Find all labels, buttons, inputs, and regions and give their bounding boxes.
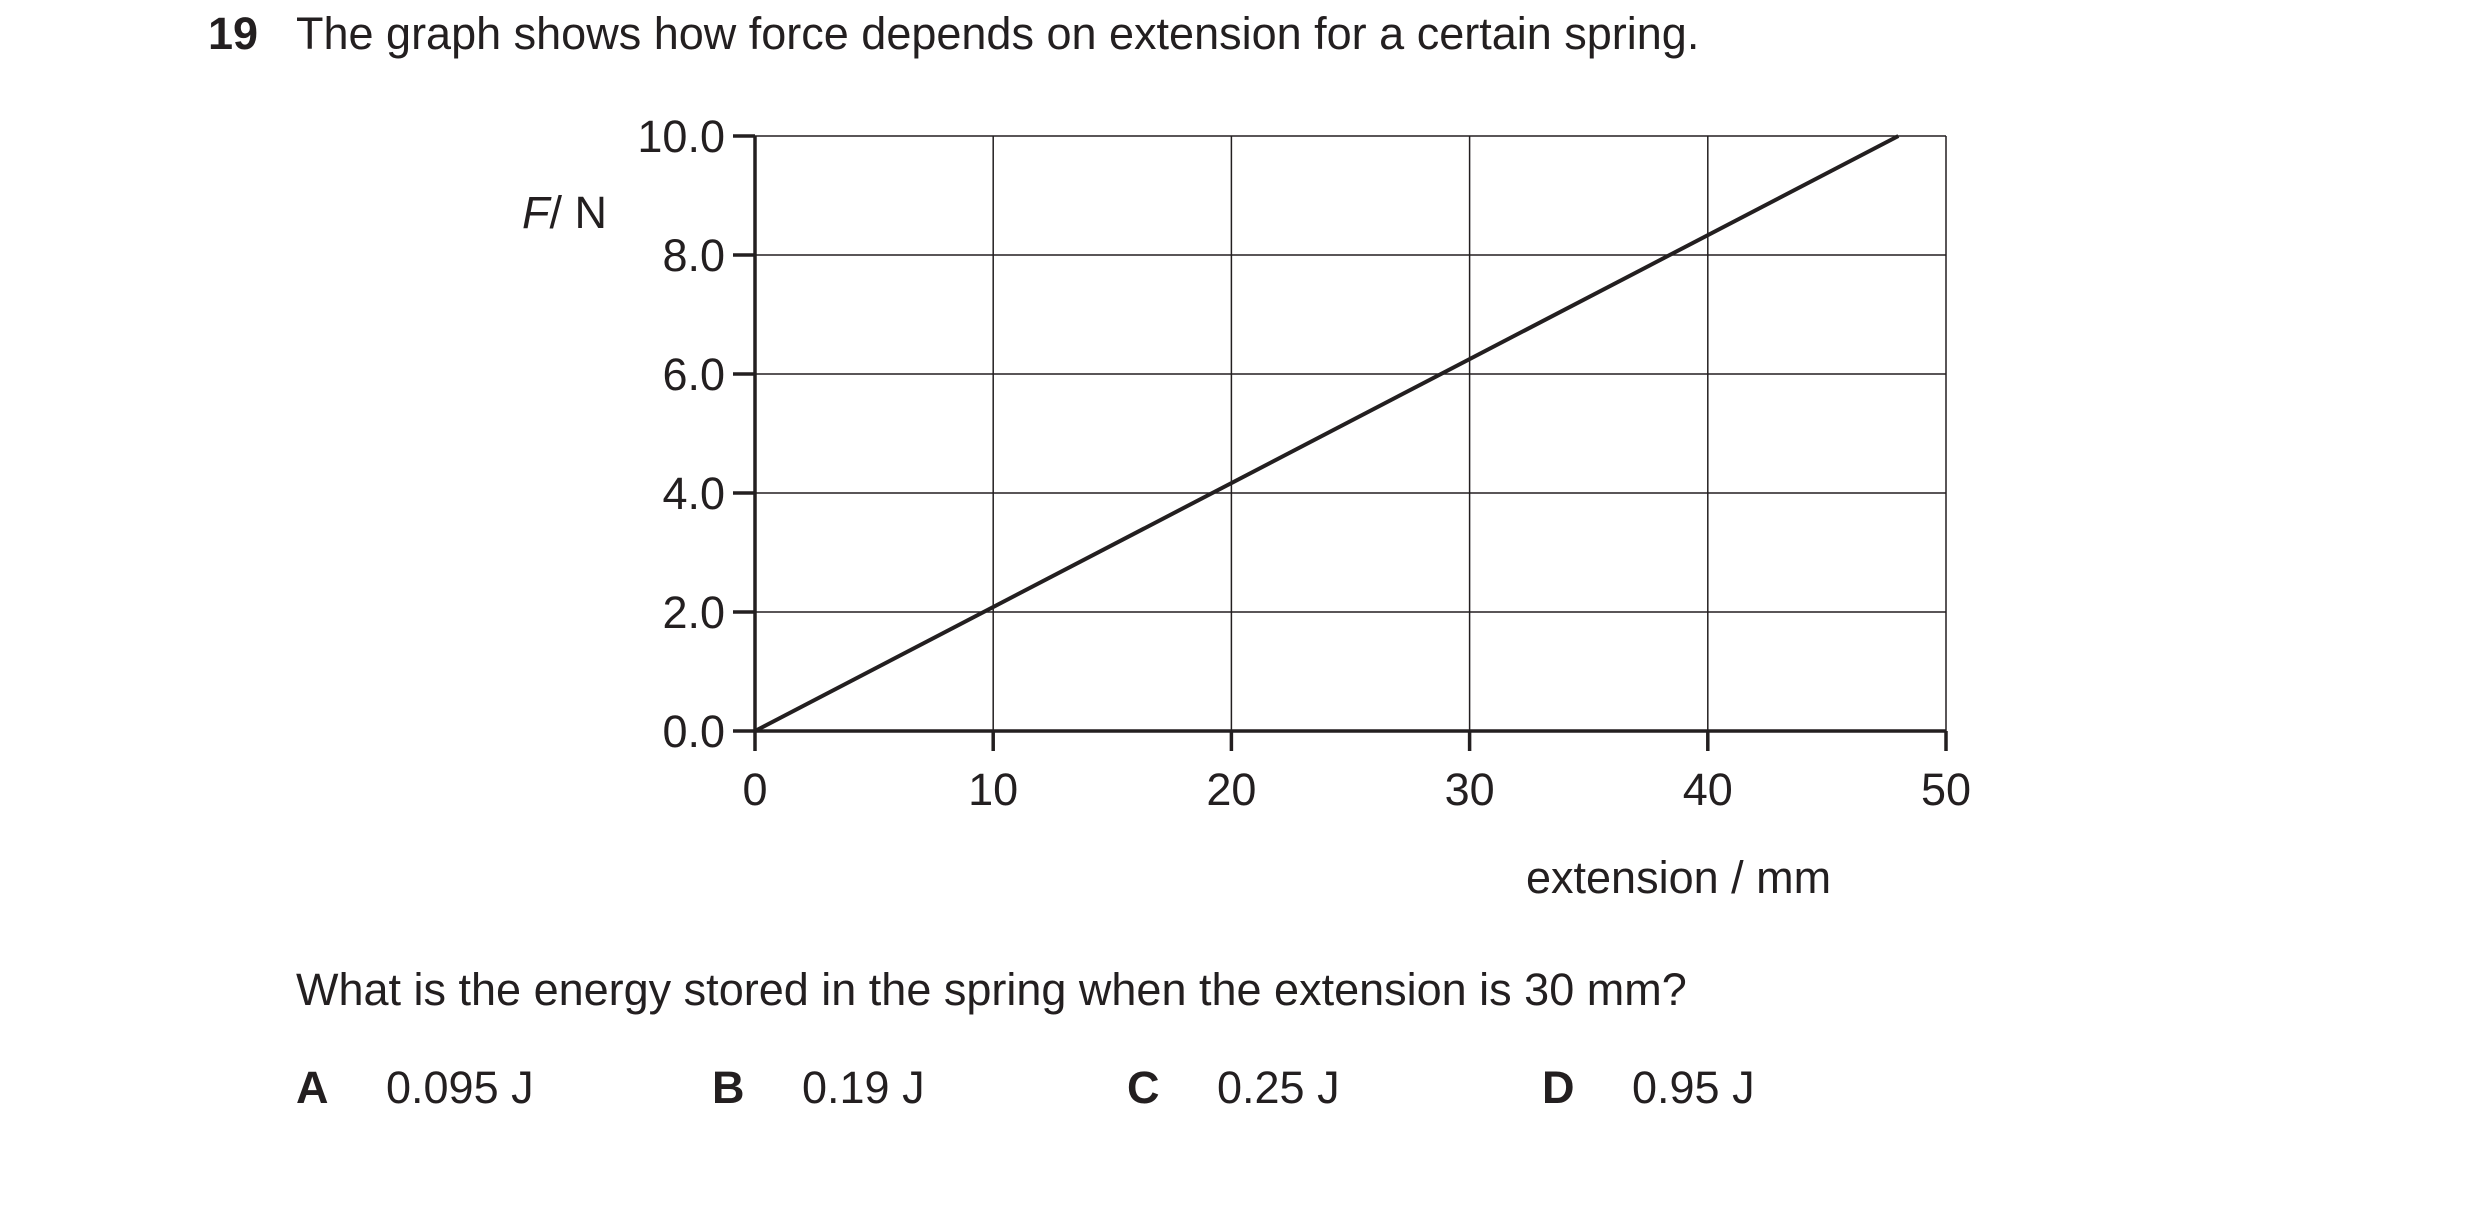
option-a-value: 0.095 J [386,1062,534,1113]
x-tick-label: 30 [1445,764,1495,815]
y-tick-label: 2.0 [662,587,725,638]
y-axis-unit: / N [549,187,608,238]
y-axis-label: F/ N [522,185,607,241]
option-d-value: 0.95 J [1632,1062,1755,1113]
option-d-letter: D [1542,1062,1575,1113]
x-tick-label: 50 [1921,764,1971,815]
ticks [733,134,1948,751]
y-tick-label: 0.0 [662,706,725,757]
question-stem: The graph shows how force depends on ext… [296,8,1700,59]
x-tick-label: 10 [968,764,1018,815]
y-axis-symbol: F [522,187,550,238]
x-tick-label: 20 [1206,764,1256,815]
x-axis-label: extension / mm [1526,852,1832,903]
tick-labels: 0 10 20 30 40 50 0.0 2.0 4.0 6.0 8.0 10.0 [637,111,1971,815]
option-c-letter: C [1127,1062,1160,1113]
option-b-value: 0.19 J [802,1062,925,1113]
grid [755,135,1947,731]
y-tick-label: 4.0 [662,468,725,519]
x-tick-label: 0 [742,764,767,815]
option-b-letter: B [712,1062,745,1113]
x-tick-label: 40 [1683,764,1733,815]
question-prompt: What is the energy stored in the spring … [296,964,1687,1015]
series-line-spring [754,134,1900,733]
series [754,134,1900,733]
option-a-letter: A [296,1062,329,1113]
y-tick-label: 6.0 [662,349,725,400]
option-c-value: 0.25 J [1217,1062,1340,1113]
y-tick-label: 8.0 [662,230,725,281]
y-tick-label: 10.0 [637,111,725,162]
axes [753,136,1946,733]
question-number: 19 [208,8,259,59]
